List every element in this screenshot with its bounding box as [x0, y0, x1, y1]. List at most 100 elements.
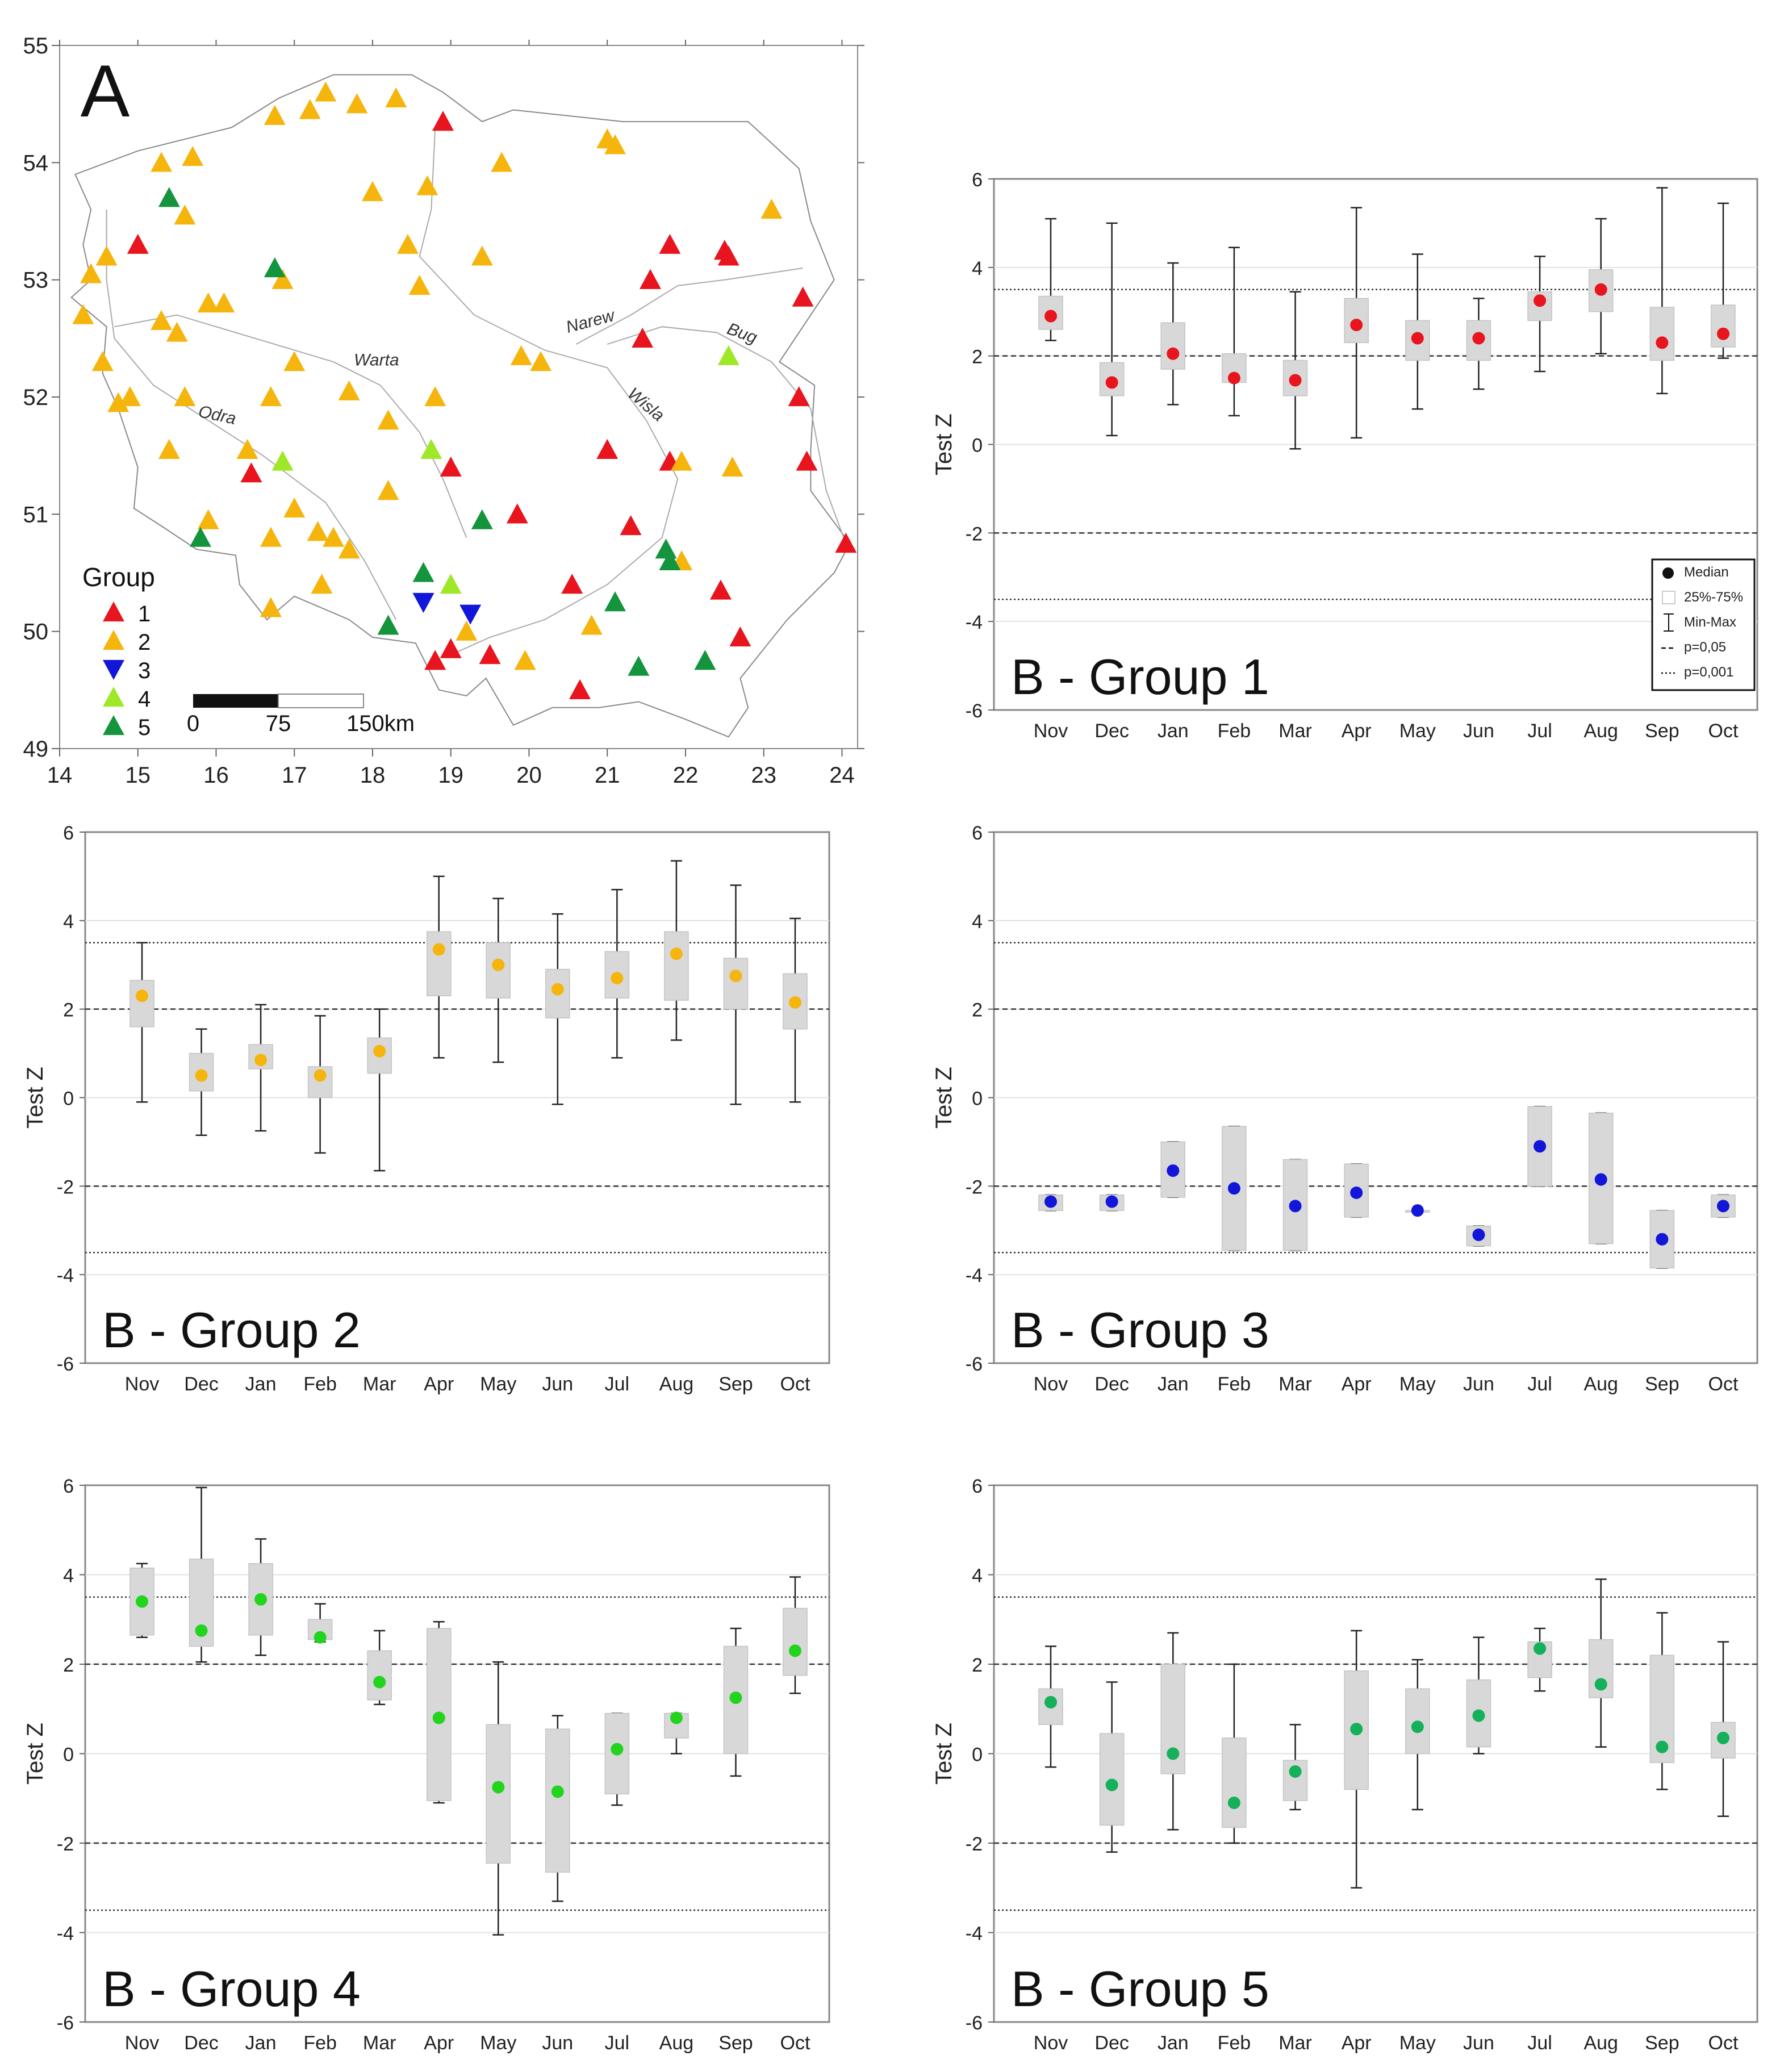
station-marker-group-2	[197, 292, 219, 313]
median-point	[1534, 1642, 1547, 1655]
legend-marker-group-2	[103, 630, 124, 650]
station-marker-group-5	[628, 655, 650, 676]
box-feb	[1222, 1125, 1247, 1251]
median-point	[1167, 1747, 1180, 1760]
y-tick-label: 2	[972, 1000, 983, 1021]
x-tick-label: Oct	[1708, 1373, 1739, 1395]
box-feb	[1222, 247, 1247, 417]
map-lat-tick-label: 51	[23, 502, 49, 527]
median-point	[1044, 1195, 1057, 1208]
station-marker-group-5	[412, 562, 434, 582]
iqr-box	[1649, 307, 1675, 361]
median-point	[373, 1045, 386, 1058]
box-dec	[189, 1486, 214, 1663]
legend-label-group-2: 2	[138, 630, 151, 655]
box-jan	[1160, 262, 1186, 406]
iqr-box	[129, 980, 154, 1027]
median-point	[1411, 332, 1424, 345]
y-tick-label: 0	[972, 1088, 983, 1110]
box-jun	[1466, 298, 1491, 390]
station-marker-group-2	[671, 450, 693, 471]
y-tick-label: 6	[972, 822, 983, 844]
median-point	[1717, 1200, 1729, 1213]
x-tick-label: Feb	[1218, 2032, 1251, 2054]
station-marker-group-2	[761, 198, 783, 219]
y-tick-label: -4	[966, 1265, 983, 1286]
median-point	[195, 1624, 208, 1637]
iqr-box	[129, 1567, 154, 1636]
station-marker-group-1	[424, 650, 446, 670]
chart-title-group-5: B - Group 5	[1011, 1961, 1269, 2017]
map-lat-tick-label: 52	[23, 385, 49, 410]
x-tick-label: Nov	[1034, 720, 1068, 742]
group5-boxplot-chart: -6 -4 -2 0 2 4 6 Test Z Nov Dec Jan Feb Mar Apr May Jun…	[931, 1476, 1758, 2054]
station-marker-group-5	[694, 650, 716, 670]
chart-legend: Median 25%-75% Min-Max p=0,05 p=0,001	[1651, 558, 1756, 691]
scale-bar-label: 75	[266, 711, 291, 736]
median-point	[1350, 319, 1363, 332]
box-feb	[1222, 1663, 1247, 1844]
y-tick-label: 6	[972, 169, 983, 191]
x-tick-label: Oct	[1708, 2032, 1739, 2054]
legend-marker-group-1	[103, 601, 124, 622]
river-line-wisla	[419, 127, 679, 655]
station-marker-group-2	[271, 269, 294, 289]
y-axis-label: Test Z	[23, 1067, 48, 1129]
station-marker-group-2	[311, 574, 333, 594]
median-point	[1105, 1778, 1118, 1791]
y-tick-label: 2	[972, 346, 983, 368]
station-marker-group-1	[596, 438, 619, 459]
station-marker-group-4	[420, 438, 442, 459]
station-marker-group-2	[416, 175, 438, 195]
station-marker-group-2	[91, 351, 114, 371]
median-point	[492, 958, 505, 971]
legend-label-group-5: 5	[138, 715, 151, 740]
box-aug	[1588, 218, 1614, 355]
station-marker-group-4	[271, 450, 294, 471]
station-marker-group-2	[80, 263, 102, 283]
legend-marker-group-3	[103, 659, 124, 680]
x-tick-label: Sep	[1645, 1373, 1679, 1395]
box-jan	[1160, 1632, 1186, 1831]
map-lon-tick-label: 20	[516, 763, 542, 788]
station-marker-group-1	[792, 286, 814, 307]
box-may	[486, 1661, 511, 1936]
station-marker-group-1	[240, 462, 262, 483]
legend-item-label: p=0,001	[1684, 665, 1733, 680]
group2-chart-panel: -6 -4 -2 0 2 4 6 Test Z Nov Dec Jan Feb Mar Apr May Jun…	[0, 801, 852, 1409]
box-apr	[426, 875, 452, 1059]
iqr-box	[1711, 304, 1736, 348]
box-jun	[1466, 1636, 1491, 1754]
box-jun	[545, 1715, 570, 1902]
x-tick-label: Aug	[1583, 2032, 1618, 2054]
median-point	[1289, 374, 1302, 387]
x-tick-label: Mar	[1278, 720, 1312, 742]
median-point	[1656, 336, 1669, 349]
x-tick-label: Apr	[1342, 2032, 1372, 2054]
station-marker-group-2	[580, 615, 603, 635]
x-tick-label: May	[480, 2032, 516, 2054]
box-sep	[1649, 187, 1675, 395]
station-marker-group-1	[440, 456, 462, 477]
map-lon-tick-label: 19	[438, 763, 463, 788]
station-marker-group-2	[107, 392, 129, 412]
median-point	[1656, 1740, 1669, 1753]
x-tick-label: Mar	[363, 1373, 396, 1395]
box-jul	[604, 1712, 630, 1806]
station-marker-group-1	[796, 450, 818, 471]
x-tick-label: Jul	[1527, 1373, 1552, 1395]
station-marker-group-2	[491, 152, 513, 172]
y-axis-label: Test Z	[931, 1067, 956, 1129]
x-tick-label: Jan	[245, 2032, 277, 2054]
station-marker-group-1	[717, 245, 739, 266]
y-tick-label: -2	[966, 1176, 983, 1198]
x-tick-label: Jan	[1158, 1373, 1189, 1395]
station-marker-group-1	[127, 233, 149, 254]
median-point	[1472, 332, 1485, 345]
box-mar	[1282, 1159, 1308, 1251]
map-lon-tick-label: 22	[673, 763, 699, 788]
iqr-box	[723, 958, 749, 1010]
box-apr	[1344, 1630, 1369, 1889]
legend-item-label: Min-Max	[1684, 615, 1736, 630]
box-oct	[1711, 202, 1736, 359]
